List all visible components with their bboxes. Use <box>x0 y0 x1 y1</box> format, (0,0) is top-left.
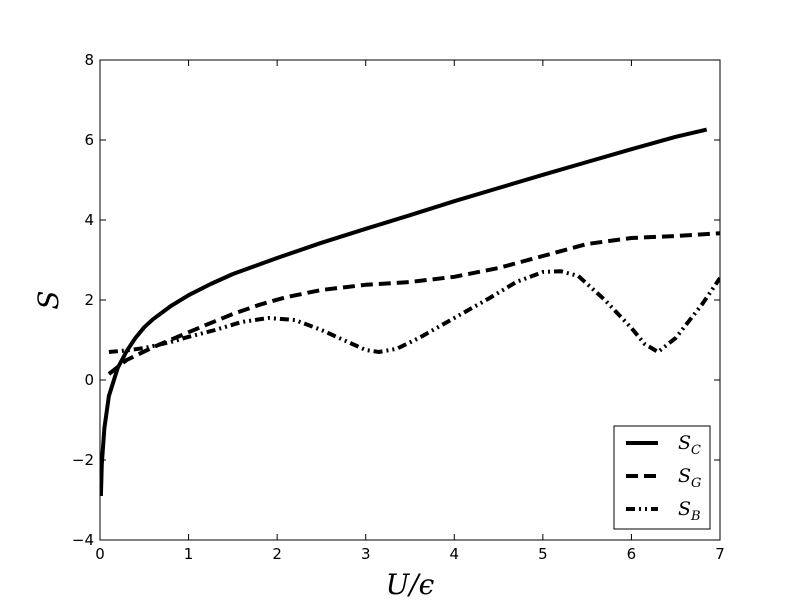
y-tick-label: 2 <box>84 291 94 309</box>
x-tick-label: 3 <box>361 545 371 563</box>
x-tick-label: 6 <box>627 545 637 563</box>
legend: SC SG SB <box>613 425 711 530</box>
y-tick-label: 6 <box>84 131 94 149</box>
x-tick-label: 4 <box>450 545 460 563</box>
legend-label-b: SB <box>678 498 701 524</box>
series-layer <box>100 127 720 497</box>
y-axis-label: S <box>32 290 65 309</box>
series-line-c <box>100 127 708 497</box>
y-tick-label: −4 <box>72 531 94 549</box>
x-tick-label: 1 <box>184 545 194 563</box>
ticks-layer: 0 1 2 3 4 5 6 7 −4 −2 0 2 4 6 8 <box>72 51 725 563</box>
y-tick-label: 4 <box>84 211 94 229</box>
series-line-b <box>108 269 720 354</box>
y-tick-label: −2 <box>72 451 94 469</box>
legend-label-c: SC <box>678 432 701 458</box>
y-tick-label: 0 <box>84 371 94 389</box>
series-line-g <box>107 231 720 376</box>
x-tick-label: 7 <box>715 545 725 563</box>
legend-label-g: SG <box>678 465 701 491</box>
x-tick-label: 2 <box>272 545 282 563</box>
y-tick-label: 8 <box>84 51 94 69</box>
x-axis-label: U/ϵ <box>386 568 435 600</box>
x-tick-label: 0 <box>95 545 105 563</box>
x-tick-label: 5 <box>538 545 548 563</box>
